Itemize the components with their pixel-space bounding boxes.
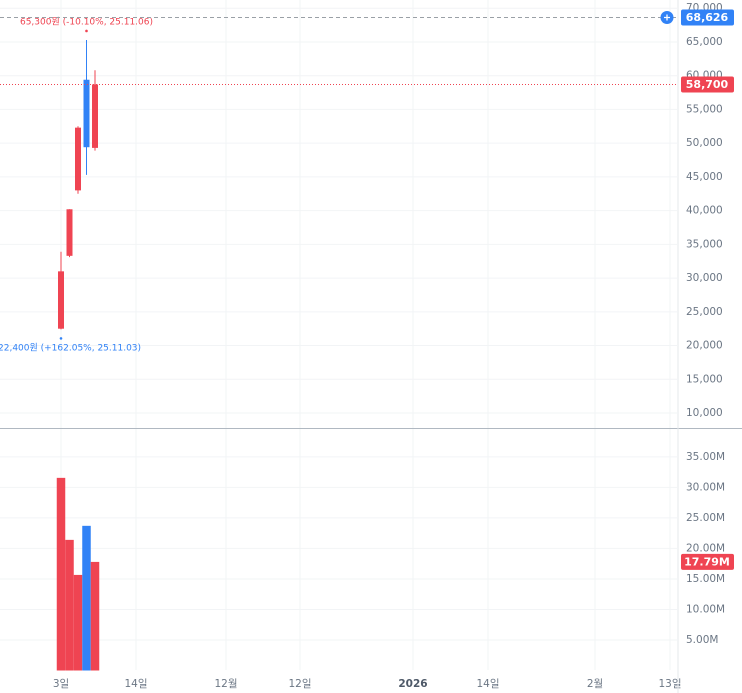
y-tick-label: 20,000 bbox=[686, 340, 723, 352]
volume-bar bbox=[56, 477, 66, 671]
y-tick-label: 10,000 bbox=[686, 407, 723, 419]
candle-body bbox=[75, 127, 81, 191]
y-tick-label: 15.00M bbox=[686, 573, 725, 585]
y-tick-label: 30,000 bbox=[686, 272, 723, 284]
high-marker bbox=[85, 29, 88, 33]
low-annotation: 22,400원 (+162.05%, 25.11.03) bbox=[0, 343, 141, 354]
volume-bar bbox=[73, 574, 83, 671]
price-badge-label: 58,700 bbox=[686, 78, 729, 91]
x-tick-label: 14일 bbox=[476, 677, 499, 690]
y-tick-label: 45,000 bbox=[686, 171, 723, 183]
x-tick-label: 14일 bbox=[124, 677, 147, 690]
y-tick-label: 50,000 bbox=[686, 137, 723, 149]
volume-bar bbox=[82, 525, 91, 671]
volume-bar bbox=[65, 539, 74, 671]
high-annotation: 65,300원 (-10.10%, 25.11.06) bbox=[20, 17, 153, 28]
price-badge-label: 17.79M bbox=[684, 555, 730, 568]
x-tick-label: 13일 bbox=[658, 677, 681, 690]
low-marker bbox=[59, 337, 63, 340]
y-tick-label: 25,000 bbox=[686, 306, 723, 318]
price-badge bbox=[681, 553, 734, 570]
x-tick-label: 3일 bbox=[53, 677, 69, 690]
price-badge bbox=[681, 76, 734, 93]
x-tick-label: 2월 bbox=[587, 678, 603, 690]
candle-body bbox=[92, 84, 98, 148]
candle-body bbox=[66, 209, 73, 256]
y-tick-label: 65,000 bbox=[686, 36, 723, 48]
y-tick-label: 35.00M bbox=[686, 451, 725, 463]
y-tick-label: 25.00M bbox=[686, 512, 725, 524]
y-tick-label: 10.00M bbox=[686, 603, 725, 615]
y-tick-label: 15,000 bbox=[686, 373, 723, 385]
add-alert-plus bbox=[664, 14, 670, 21]
candle-body bbox=[83, 79, 90, 148]
y-tick-label: 30.00M bbox=[686, 481, 725, 493]
candle-body bbox=[58, 271, 64, 329]
y-tick-label: 5.00M bbox=[686, 634, 718, 646]
price-badge-label: 68,626 bbox=[686, 11, 729, 24]
x-tick-label: 12일 bbox=[288, 677, 311, 690]
y-tick-label: 40,000 bbox=[686, 205, 723, 217]
price-badge bbox=[681, 9, 734, 26]
volume-bar bbox=[90, 561, 100, 671]
y-tick-label: 20.00M bbox=[686, 542, 725, 554]
y-tick-label: 55,000 bbox=[686, 103, 723, 115]
y-tick-label: 35,000 bbox=[686, 238, 723, 250]
x-tick-label: 2026 bbox=[398, 678, 427, 690]
x-tick-label: 12월 bbox=[214, 678, 237, 690]
